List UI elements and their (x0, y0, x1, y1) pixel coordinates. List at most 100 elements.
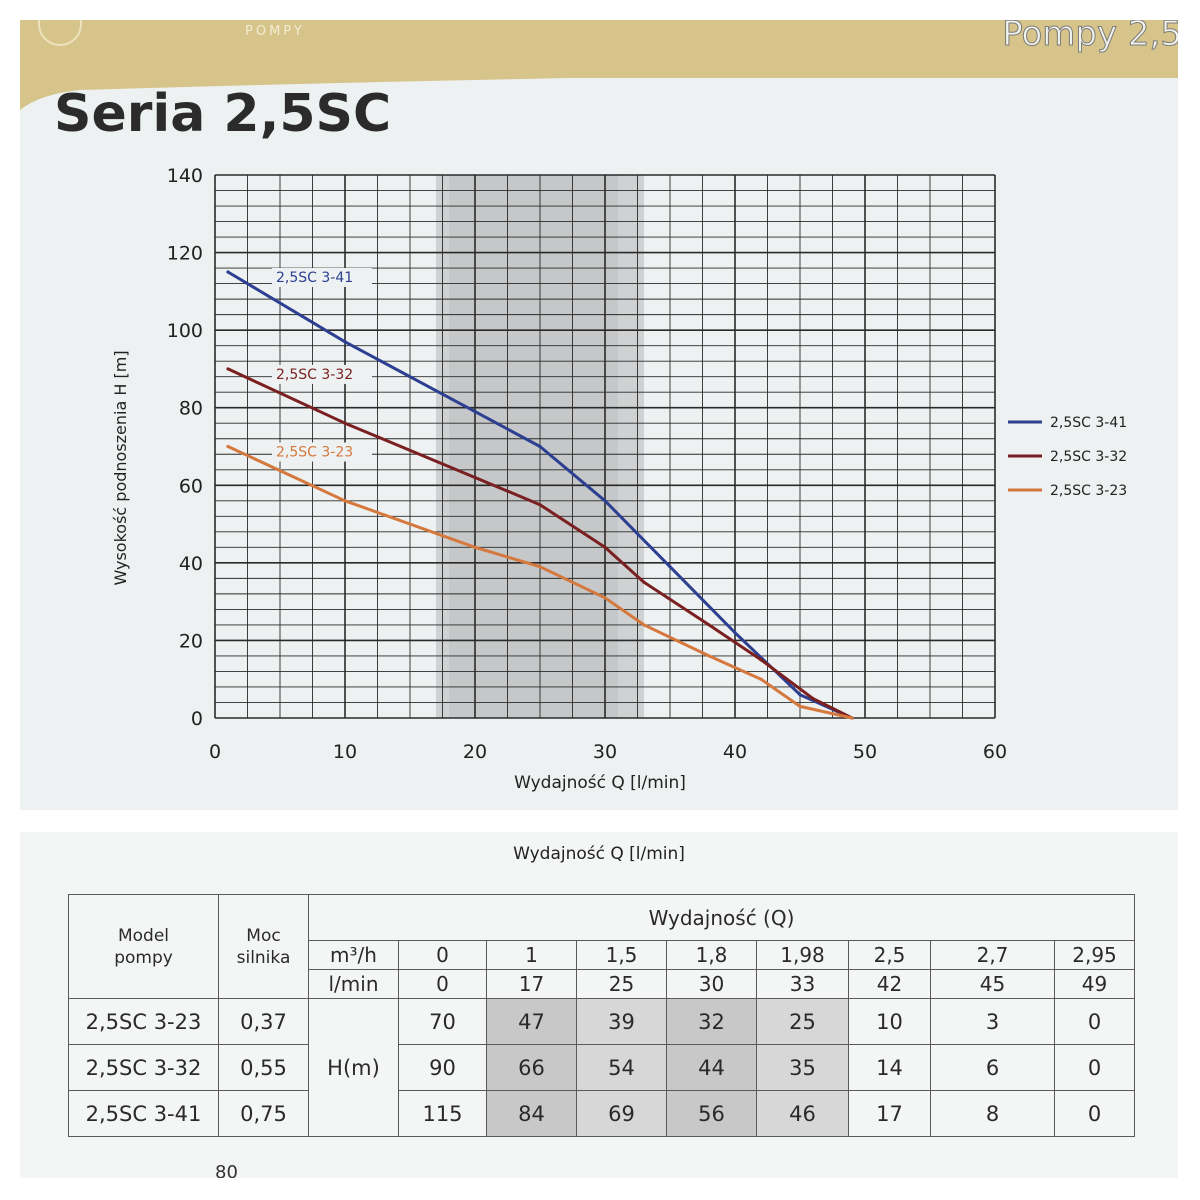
head-value-cell: 6 (930, 1044, 1055, 1091)
series-point (798, 693, 802, 697)
head-value-cell: 3 (930, 998, 1055, 1045)
model-cell: 2,5SC 3-41 (68, 1090, 219, 1137)
series-point (759, 658, 763, 662)
head-value-cell: 0 (1054, 1044, 1135, 1091)
y-tick-label: 40 (179, 553, 203, 575)
x-tick-label: 0 (209, 741, 221, 763)
m3h-value: 1,8 (666, 940, 757, 970)
unit-m3h: m³/h (308, 940, 399, 970)
x-tick-label: 20 (463, 741, 487, 763)
curve-label-bg (272, 364, 372, 384)
power-cell: 0,37 (218, 998, 309, 1045)
series-point (603, 596, 607, 600)
lmin-row: l/min 0 17 25 30 33 42 45 49 (69, 969, 1135, 999)
series-point (850, 716, 854, 720)
series-point (798, 704, 802, 708)
series-point (473, 409, 477, 414)
y-tick-label: 100 (167, 320, 203, 342)
series-line (226, 367, 854, 720)
m3h-value: 2,95 (1054, 940, 1135, 970)
curve-label: 2,5SC 3-32 (276, 367, 353, 383)
series-point (473, 545, 477, 549)
brand-text: POMPY (245, 24, 305, 39)
series-point (343, 421, 347, 425)
lmin-value: 42 (848, 969, 931, 999)
head-value-cell: 56 (666, 1090, 757, 1137)
table-caption: Wydajność Q [l/min] (513, 844, 685, 864)
page-number: 80 (215, 1162, 238, 1178)
head-value-cell: 0 (1054, 998, 1135, 1045)
m3h-value: 0 (398, 940, 487, 970)
curve-label: 2,5SC 3-23 (276, 445, 353, 461)
table-row: 2,5SC 3-23 0,37 H(m) 70 47 39 32 25 10 3 0 (68, 998, 1135, 1137)
table-row: 2,5SC 3-32 0,55 90 66 54 44 35 14 6 0 (68, 1044, 1135, 1091)
performance-table: Model pompy Moc silnika Wydajność (Q) m³… (68, 894, 1135, 1137)
lmin-value: 45 (930, 969, 1055, 999)
curve-label-bg (272, 442, 372, 462)
x-axis-title: Wydajność Q [l/min] (514, 773, 686, 793)
series-point (538, 444, 542, 449)
y-tick-label: 0 (191, 708, 203, 730)
curve-label: 2,5SC 3-41 (276, 270, 353, 286)
header-flow-group: Wydajność (Q) (308, 894, 1135, 941)
series-point (707, 623, 711, 627)
m3h-value: 1,5 (576, 940, 667, 970)
legend-label: 2,5SC 3-32 (1050, 449, 1127, 465)
h-label-cell: H(m) (308, 998, 399, 1137)
lmin-value: 0 (398, 969, 487, 999)
y-tick-label: 140 (167, 165, 203, 187)
head-value-cell: 46 (756, 1090, 849, 1137)
power-cell: 0,75 (218, 1090, 309, 1137)
series-group (226, 270, 854, 720)
series-point (226, 367, 230, 371)
y-axis-title: Wysokość podnoszenia H [m] (111, 350, 130, 585)
head-value-cell: 69 (576, 1090, 667, 1137)
head-value-cell: 39 (576, 998, 667, 1045)
head-value-cell: 8 (930, 1090, 1055, 1137)
series-point (538, 503, 542, 507)
head-value-cell: 44 (666, 1044, 757, 1091)
m3h-value: 1 (486, 940, 577, 970)
head-value-cell: 66 (486, 1044, 577, 1091)
shaded-band-inner (449, 175, 618, 718)
power-cell: 0,55 (218, 1044, 309, 1091)
model-cell: 2,5SC 3-32 (68, 1044, 219, 1091)
y-tick-label: 120 (167, 243, 203, 265)
series-title: Seria 2,5SC (54, 84, 392, 144)
catalog-section-title: Pompy 2,5 (1002, 20, 1178, 55)
series-point (642, 623, 646, 627)
m3h-value: 2,5 (848, 940, 931, 970)
x-tick-label: 60 (983, 741, 1007, 763)
x-tick-label: 50 (853, 741, 877, 763)
x-tick-label: 40 (723, 741, 747, 763)
series-point (343, 340, 347, 344)
head-value-cell: 17 (848, 1090, 931, 1137)
head-value-cell: 10 (848, 998, 931, 1045)
lmin-value: 33 (756, 969, 849, 999)
lmin-value: 30 (666, 969, 757, 999)
lmin-value: 17 (486, 969, 577, 999)
chart-panel: POMPY Pompy 2,5 Seria 2,5SC 0 10 20 30 40 50 6… (20, 20, 1178, 810)
series-point (733, 631, 737, 635)
pump-curve-chart: 0 10 20 30 40 50 60 0 20 40 60 80 100 120 140 2,5SC 3-… (111, 165, 1127, 793)
head-value-cell: 70 (398, 998, 487, 1045)
legend-group: 2,5SC 3-41 2,5SC 3-32 2,5SC 3-23 (1008, 415, 1127, 499)
x-tick-label: 30 (593, 741, 617, 763)
y-tick-label: 60 (179, 475, 203, 497)
y-tick-label: 20 (179, 630, 203, 652)
series-point (538, 565, 542, 569)
curve-label-bg (272, 267, 372, 287)
legend-label: 2,5SC 3-41 (1050, 415, 1127, 431)
lmin-value: 49 (1054, 969, 1135, 999)
head-value-cell: 14 (848, 1044, 931, 1091)
head-value-cell: 84 (486, 1090, 577, 1137)
series-point (759, 677, 763, 681)
model-cell: 2,5SC 3-23 (68, 998, 219, 1045)
lmin-value: 25 (576, 969, 667, 999)
table-panel: Wydajność Q [l/min] Model pompy Moc siln… (20, 832, 1178, 1178)
head-value-cell: 0 (1054, 1090, 1135, 1137)
y-tick-label: 80 (179, 398, 203, 420)
table-row: 2,5SC 3-41 0,75 115 84 69 56 46 17 8 0 (68, 1090, 1135, 1137)
head-value-cell: 32 (666, 998, 757, 1045)
head-value-cell: 35 (756, 1044, 849, 1091)
